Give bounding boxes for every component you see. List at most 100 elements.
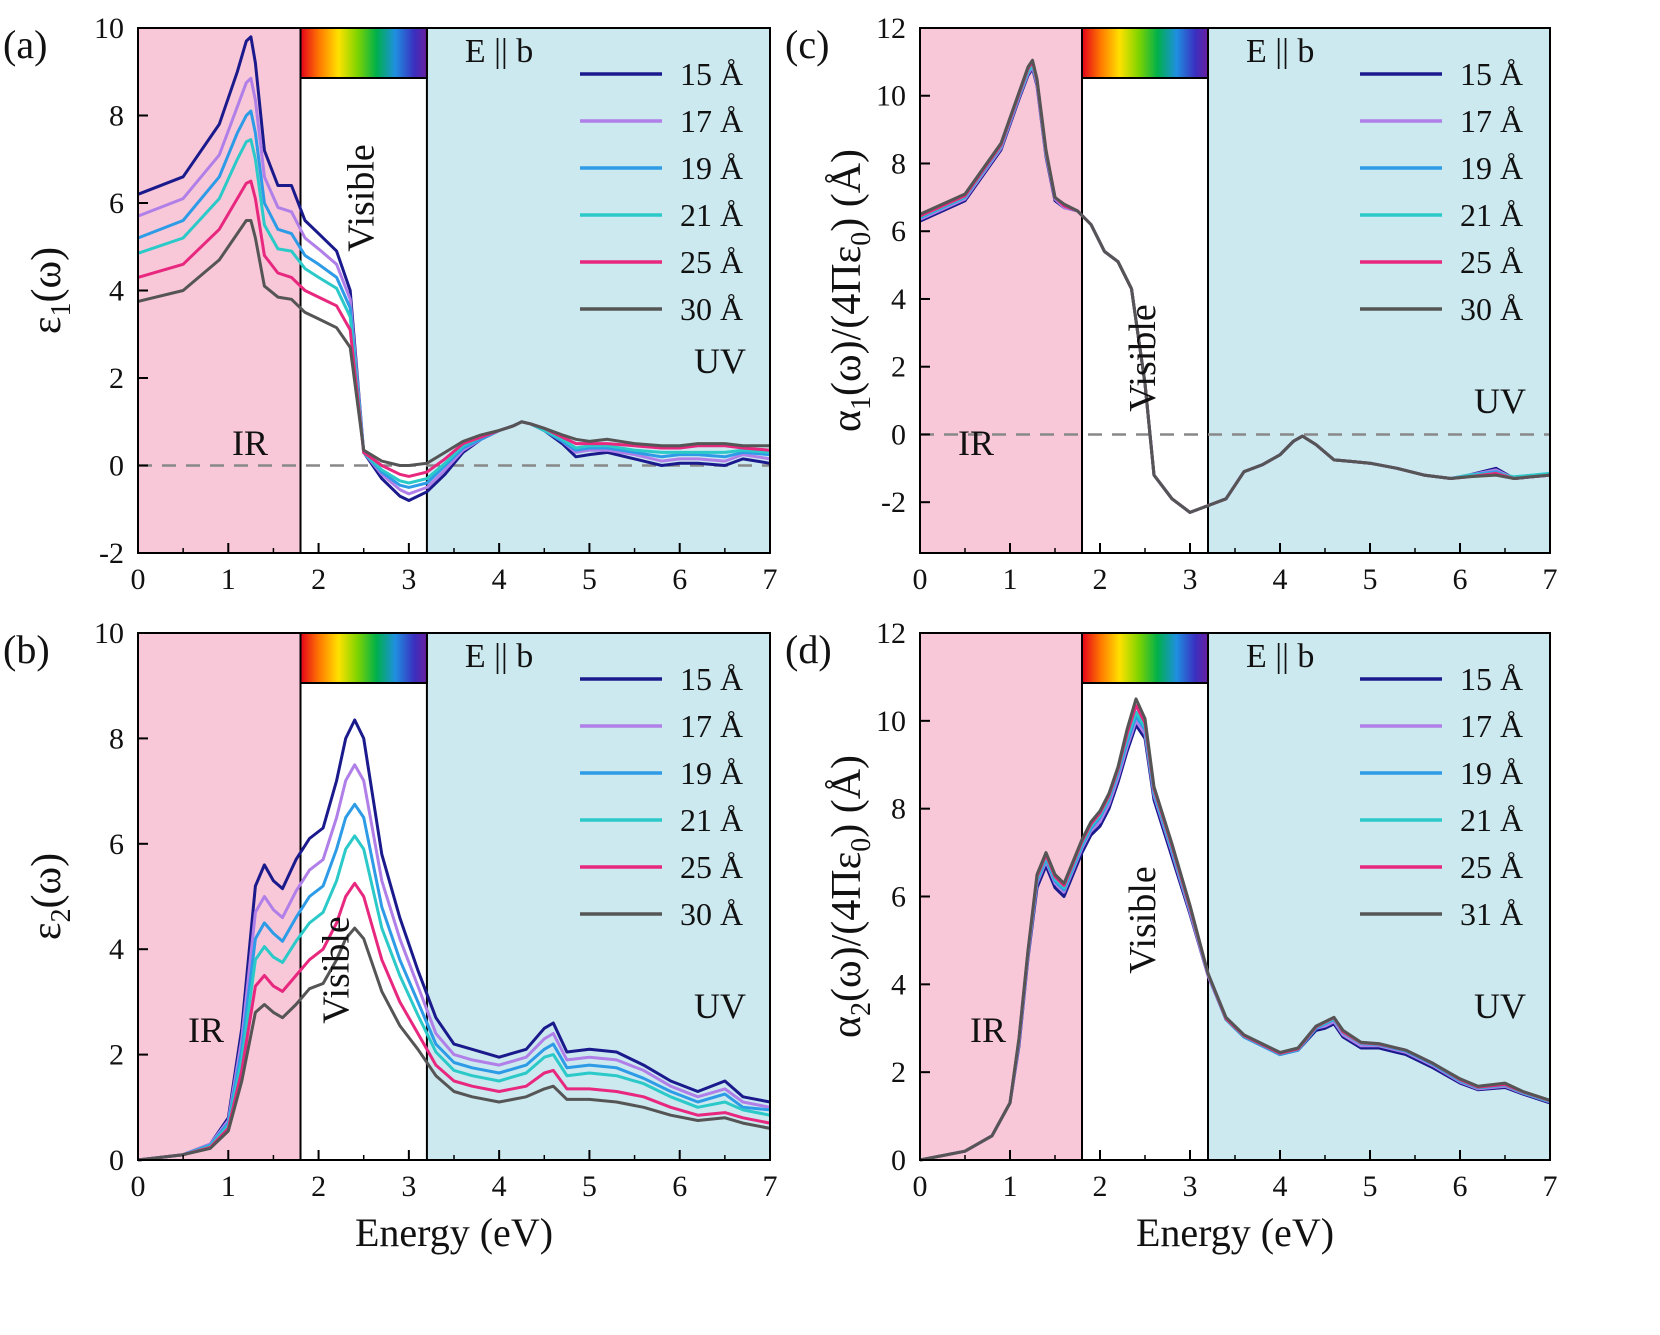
x-tick-label: 7 (1543, 563, 1558, 596)
visible-spectrum-bar (1081, 632, 1209, 684)
legend-label: 17 Å (680, 708, 743, 744)
series-line-21A (137, 138, 771, 485)
y-tick-label: 2 (109, 1039, 124, 1072)
y-tick-label: 2 (891, 1056, 906, 1089)
x-tick-label: 1 (221, 563, 236, 596)
y-tick-label: 4 (109, 933, 124, 966)
x-tick-label: 0 (913, 563, 928, 596)
x-tick-label: 2 (311, 1170, 326, 1203)
legend-label: 19 Å (680, 150, 743, 186)
y-tick-label: 8 (109, 100, 124, 133)
region-label-uv: UV (1474, 381, 1526, 421)
region-uv (1208, 633, 1550, 1160)
region-label-visible: Visible (1122, 866, 1164, 974)
y-tick-label: 0 (109, 450, 124, 483)
x-tick-label: 4 (492, 1170, 507, 1203)
x-tick-label: 1 (1003, 563, 1018, 596)
y-tick-label: 10 (94, 617, 124, 650)
series-line-30A (137, 926, 771, 1162)
region-ir (920, 633, 1082, 1160)
legend: 15 Å 17 Å 19 Å 21 Å 25 Å 30 Å (580, 661, 743, 932)
x-axis-label: Energy (eV) (355, 1210, 553, 1255)
region-visible (1082, 28, 1208, 553)
y-tick-label: 6 (109, 187, 124, 220)
region-uv (426, 633, 770, 1160)
region-label-ir: IR (232, 423, 268, 463)
y-tick-label: 10 (876, 80, 906, 113)
y-tick-label: 4 (109, 275, 124, 308)
y-tick-label: 8 (109, 722, 124, 755)
y-tick-label: -2 (881, 486, 906, 519)
panel-label: (b) (3, 627, 50, 672)
y-tick-label: 6 (891, 881, 906, 914)
x-tick-label: 4 (492, 563, 507, 596)
x-tick-label: 3 (401, 1170, 416, 1203)
legend: 15 Å 17 Å 19 Å 21 Å 25 Å 30 Å (1360, 56, 1523, 327)
series-line-21A (137, 834, 771, 1162)
x-tick-label: 6 (1453, 563, 1468, 596)
legend-label: 15 Å (1460, 56, 1523, 92)
x-tick-label: 6 (672, 1170, 687, 1203)
polarization-label: E || b (1246, 33, 1314, 70)
y-tick-label: 4 (891, 968, 906, 1001)
x-tick-label: 5 (1363, 563, 1378, 596)
legend-label: 17 Å (1460, 103, 1523, 139)
legend-label: 21 Å (680, 802, 743, 838)
region-label-visible: Visible (341, 144, 383, 252)
x-tick-label: 6 (1453, 1170, 1468, 1203)
legend-label: 25 Å (1460, 244, 1523, 280)
x-tick-label: 7 (1543, 1170, 1558, 1203)
x-tick-label: 3 (1183, 1170, 1198, 1203)
y-tick-label: 0 (891, 1144, 906, 1177)
x-tick-label: 0 (913, 1170, 928, 1203)
visible-spectrum-bar (1081, 27, 1209, 79)
y-tick-label: 0 (891, 418, 906, 451)
region-label-ir: IR (188, 1010, 224, 1050)
x-tick-label: 0 (131, 1170, 146, 1203)
region-label-uv: UV (694, 341, 746, 381)
region-label-visible: Visible (1122, 304, 1164, 412)
series-line-15A (137, 35, 771, 502)
y-tick-label: 2 (109, 362, 124, 395)
y-axis-label: ε1(ω) (24, 247, 77, 334)
legend-label: 25 Å (1460, 849, 1523, 885)
y-tick-label: 6 (109, 828, 124, 861)
x-tick-label: 4 (1273, 1170, 1288, 1203)
y-axis-label: ε2(ω) (24, 853, 77, 940)
series-line-17A (137, 763, 771, 1162)
region-label-uv: UV (694, 986, 746, 1026)
legend-label: 19 Å (680, 755, 743, 791)
region-ir (138, 28, 301, 553)
polarization-label: E || b (1246, 638, 1314, 675)
y-tick-label: 10 (94, 12, 124, 45)
visible-spectrum-bar (299, 632, 428, 684)
panel-label: (a) (3, 22, 47, 67)
y-tick-label: -2 (99, 537, 124, 570)
x-tick-label: 5 (582, 1170, 597, 1203)
x-tick-label: 5 (1363, 1170, 1378, 1203)
region-label-visible: Visible (316, 916, 358, 1024)
legend-label: 17 Å (1460, 708, 1523, 744)
region-ir (920, 28, 1082, 553)
region-label-uv: UV (1474, 986, 1526, 1026)
panel-b: 0 1 2 3 4 5 6 7 0 2 4 6 8 10 (b) ε2(ω) Energy (eV) IR Visi… (3, 617, 778, 1255)
x-tick-label: 6 (672, 563, 687, 596)
series-line-19A (137, 802, 771, 1162)
legend-label: 15 Å (1460, 661, 1523, 697)
legend-label: 17 Å (680, 103, 743, 139)
panel-label: (c) (785, 22, 829, 67)
x-axis-label: Energy (eV) (1136, 1210, 1334, 1255)
polarization-label: E || b (465, 638, 533, 675)
x-tick-label: 5 (582, 563, 597, 596)
legend-label: 15 Å (680, 661, 743, 697)
y-tick-label: 12 (876, 12, 906, 45)
y-tick-label: 2 (891, 351, 906, 384)
series-line-17A (137, 76, 771, 496)
legend-label: 15 Å (680, 56, 743, 92)
x-tick-label: 1 (1003, 1170, 1018, 1203)
visible-spectrum-bar (299, 27, 428, 79)
series-line-25A (137, 179, 771, 478)
